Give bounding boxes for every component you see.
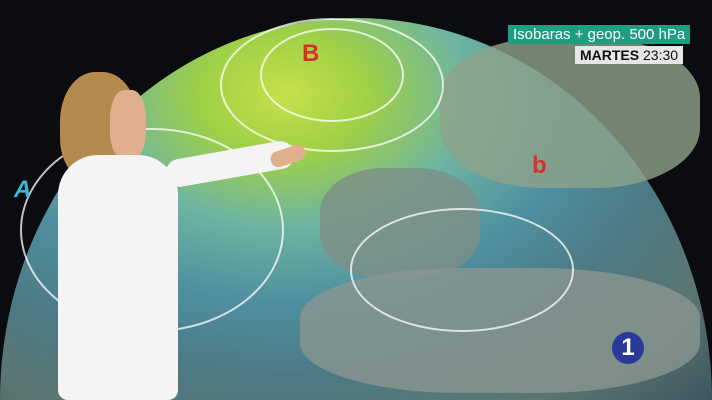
low-pressure-label: b bbox=[532, 152, 547, 179]
presenter-face bbox=[110, 90, 146, 160]
isobar bbox=[220, 18, 444, 152]
low-pressure-label: B bbox=[302, 40, 320, 67]
day-label: MARTES bbox=[580, 47, 640, 63]
channel-logo: 1 bbox=[612, 332, 644, 364]
presenter-body bbox=[58, 155, 178, 400]
map-title: Isobaras + geop. 500 hPa bbox=[508, 25, 691, 44]
isobar bbox=[350, 208, 574, 332]
time-label: 23:30 bbox=[643, 47, 679, 63]
day-time-box: MARTES 23:30 bbox=[575, 46, 684, 64]
high-pressure-label: A bbox=[14, 176, 32, 203]
